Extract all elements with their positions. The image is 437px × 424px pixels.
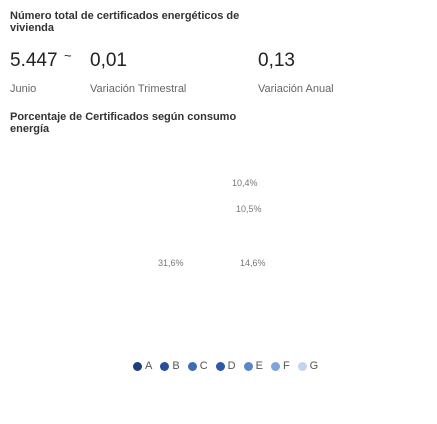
- legend-item[interactable]: B: [160, 360, 180, 372]
- slice-label: 10,5%: [236, 204, 262, 214]
- legend-label: B: [172, 360, 180, 372]
- chart-title: Porcentaje de Certificados según consumo…: [10, 111, 237, 135]
- legend-label: D: [227, 360, 236, 372]
- quarterly-value: 0,01: [90, 50, 127, 71]
- legend-item[interactable]: A: [133, 360, 152, 372]
- slice-label: 31,6%: [158, 258, 184, 268]
- legend-item[interactable]: G: [297, 360, 319, 372]
- legend-swatch: [215, 361, 225, 371]
- period: Junio: [10, 83, 37, 95]
- legend-item[interactable]: E: [243, 360, 263, 372]
- legend-label: G: [309, 360, 319, 372]
- legend-label: A: [145, 360, 153, 372]
- legend-label: C: [199, 360, 208, 372]
- legend-swatch: [160, 361, 170, 371]
- slice-label: 10,4%: [232, 178, 258, 188]
- legend-swatch: [187, 361, 197, 371]
- legend-item[interactable]: C: [187, 360, 208, 372]
- slice-label: 14,6%: [240, 258, 266, 268]
- legend-label: E: [255, 360, 263, 372]
- trend-indicator: ~: [64, 48, 72, 63]
- annual-label: Variación Anual: [258, 83, 334, 95]
- legend-swatch: [243, 361, 253, 371]
- legend-swatch: [270, 361, 280, 371]
- legend-swatch: [133, 361, 142, 371]
- kpi-value: 5.447: [10, 50, 58, 71]
- legend-label: F: [282, 360, 290, 372]
- annual-value: 0,13: [258, 50, 295, 71]
- legend-item[interactable]: F: [270, 360, 290, 372]
- kpi-title: Número total de certificados energéticos…: [10, 10, 240, 34]
- legend-swatch: [297, 361, 307, 371]
- quarterly-label: Variación Trimestral: [90, 83, 187, 95]
- legend-item[interactable]: D: [215, 360, 236, 372]
- legend: A B C D E F G: [133, 360, 318, 372]
